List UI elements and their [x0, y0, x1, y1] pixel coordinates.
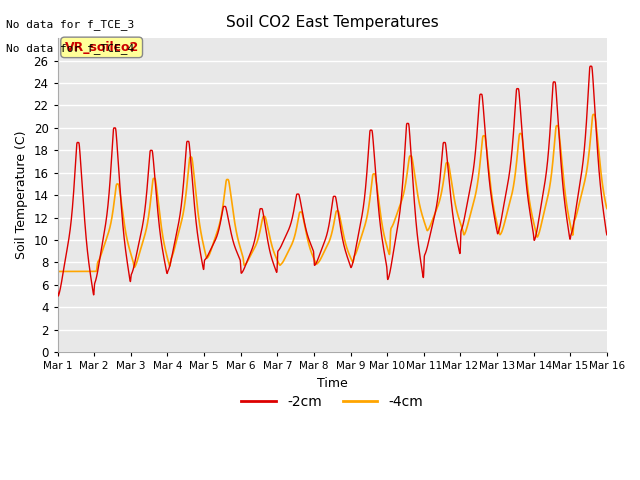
Text: No data for f_TCE_3: No data for f_TCE_3 [6, 19, 134, 30]
Title: Soil CO2 East Temperatures: Soil CO2 East Temperatures [226, 15, 438, 30]
X-axis label: Time: Time [317, 377, 348, 390]
Text: VR_soilco2: VR_soilco2 [65, 41, 139, 54]
Legend: -2cm, -4cm: -2cm, -4cm [236, 389, 429, 414]
Y-axis label: Soil Temperature (C): Soil Temperature (C) [15, 131, 28, 259]
Text: No data for f_TCE_4: No data for f_TCE_4 [6, 43, 134, 54]
